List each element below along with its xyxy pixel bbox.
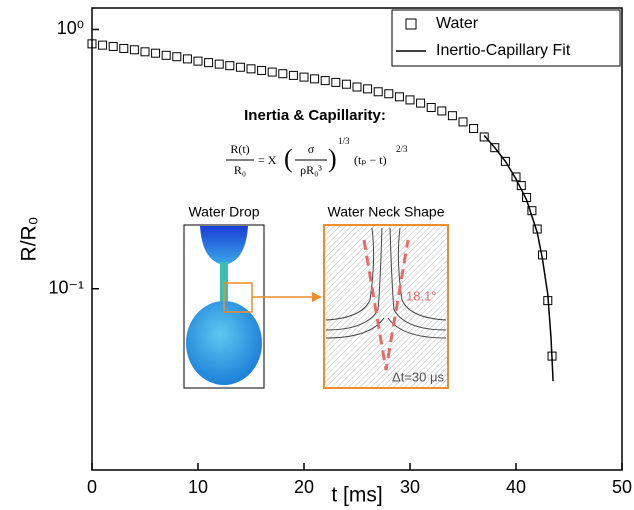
point <box>363 84 373 94</box>
point <box>151 48 161 58</box>
point <box>172 52 182 62</box>
point <box>129 45 139 55</box>
legend-marker <box>405 18 417 30</box>
x-tick-label: 50 <box>612 477 632 497</box>
point <box>437 106 447 116</box>
x-tick-label: 10 <box>188 477 208 497</box>
point <box>384 89 394 99</box>
point <box>394 92 404 102</box>
legend-label: Water <box>436 15 479 32</box>
angle-lines <box>362 239 410 371</box>
inset-title: Water Drop <box>188 204 259 220</box>
inset-title: Water Neck Shape <box>328 204 445 220</box>
point <box>87 39 97 49</box>
point <box>416 98 426 108</box>
x-tick-label: 30 <box>400 477 420 497</box>
paren: ) <box>328 144 337 173</box>
point <box>235 62 245 72</box>
point <box>193 56 203 66</box>
point <box>278 69 288 79</box>
inset: Water Drop Water Neck Shape 18.1° Δt=30 … <box>183 204 449 389</box>
dt-label: Δt=30 μs <box>392 369 444 384</box>
point <box>511 172 521 182</box>
point <box>479 132 489 142</box>
point <box>182 54 192 64</box>
point <box>161 50 171 60</box>
point <box>341 79 351 89</box>
y-tick-label: 10⁰ <box>57 18 84 38</box>
formula: R(t) R₀ = X ( σ ρR₀³ ) 1/3 (tₚ − t) 2/3 <box>226 136 408 177</box>
point <box>140 47 150 57</box>
neck-profile <box>325 317 385 339</box>
point <box>267 67 277 77</box>
angle-label: 18.1° <box>406 288 437 303</box>
point <box>257 65 267 75</box>
x-tick-label: 20 <box>294 477 314 497</box>
legend-frame <box>391 9 621 67</box>
point <box>119 43 129 53</box>
point <box>500 156 510 166</box>
formula-part: σ <box>308 142 315 156</box>
formula-part: ρR₀³ <box>300 163 322 177</box>
point <box>490 143 500 153</box>
drop-top <box>200 226 248 280</box>
annotation-heading: Inertia & Capillarity: <box>244 107 386 124</box>
x-axis-label: t [ms] <box>331 484 382 507</box>
x-tick-label: 40 <box>506 477 526 497</box>
point <box>469 124 479 134</box>
y-axis-label: R/R₀ <box>18 217 41 262</box>
legend-label: Inertio-Capillary Fit <box>436 42 571 59</box>
plot-frame <box>91 7 623 471</box>
point <box>98 40 108 50</box>
formula-part: R(t) <box>230 142 249 156</box>
neck-profile <box>387 317 447 339</box>
point <box>288 70 298 80</box>
point <box>373 87 383 97</box>
formula-part: 1/3 <box>338 136 350 146</box>
point <box>352 82 362 92</box>
inset-frame <box>323 224 449 389</box>
drop-sphere <box>186 301 262 385</box>
formula-part: = X <box>258 153 277 167</box>
point <box>447 111 457 121</box>
neck-profile <box>325 227 375 321</box>
point <box>214 59 224 69</box>
formula-part: 2/3 <box>396 144 408 154</box>
point <box>405 95 415 105</box>
fit-line <box>483 135 554 382</box>
formula-part: (tₚ − t) <box>354 153 387 167</box>
point <box>426 103 436 113</box>
point <box>108 41 118 51</box>
point <box>310 74 320 84</box>
point <box>204 58 214 68</box>
neck <box>220 262 228 302</box>
x-tick-label: 0 <box>87 477 97 497</box>
point <box>225 61 235 71</box>
point <box>246 64 256 74</box>
paren: ( <box>284 144 293 173</box>
point <box>320 76 330 86</box>
neck-profile <box>389 227 447 331</box>
neck-profile <box>325 227 383 331</box>
arrow-head <box>312 292 322 302</box>
point <box>458 117 468 127</box>
y-tick-label: 10⁻¹ <box>48 278 84 298</box>
point <box>299 72 309 82</box>
formula-part: R₀ <box>234 163 246 177</box>
neck-profile <box>397 227 447 321</box>
point <box>331 77 341 87</box>
